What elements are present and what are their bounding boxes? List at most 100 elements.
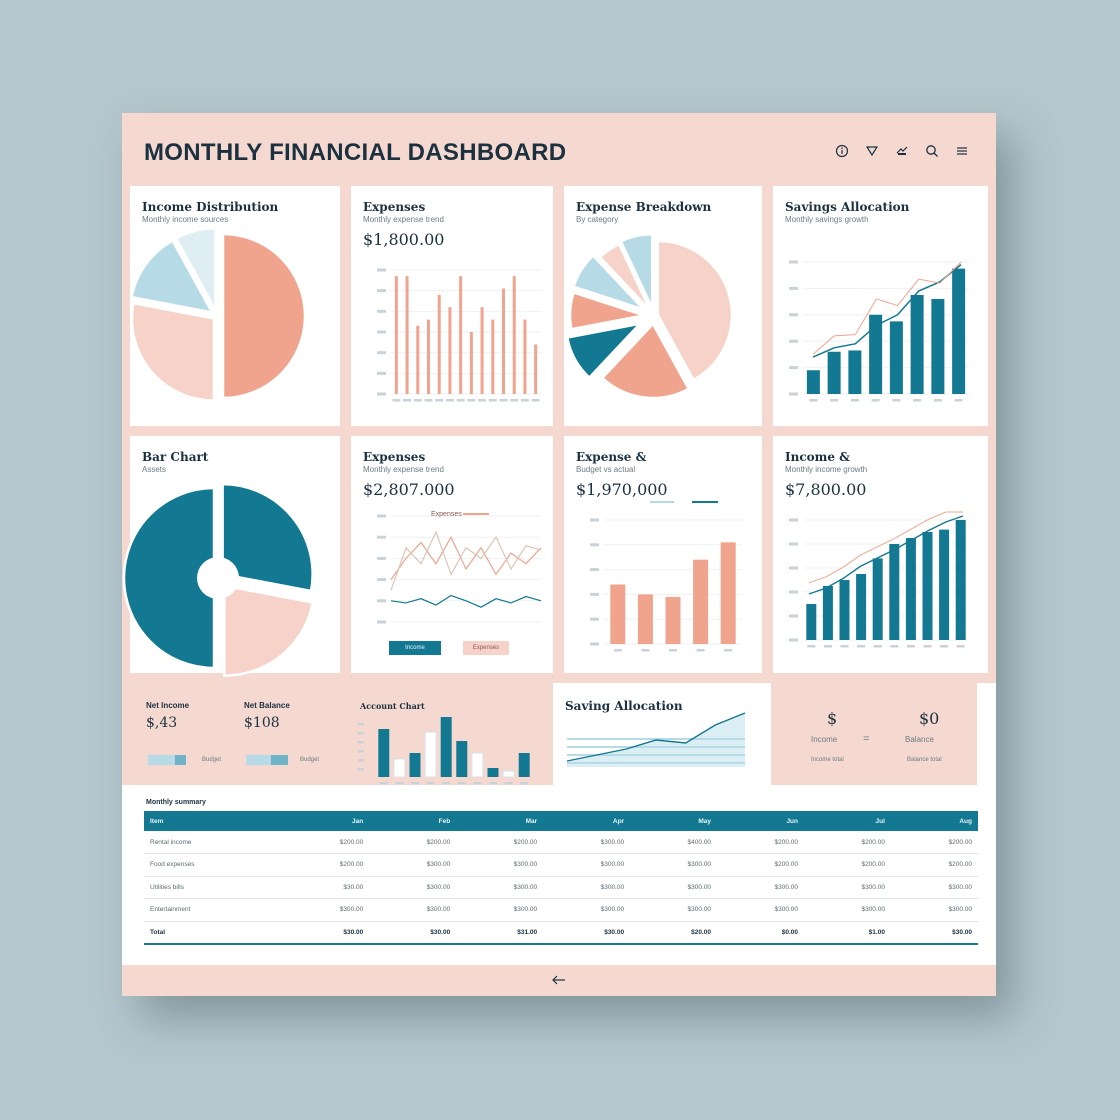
panel-value: $1,800.00 [363,230,445,249]
account-bar-5 [440,717,452,777]
panel-subtitle: Budget vs actual [576,465,636,474]
trend-axis-tick-label [377,578,386,582]
table-cell: Entertainment [144,898,283,922]
expenses-axis-tick-label [377,309,386,313]
expenses-x-tick-9 [478,399,487,402]
back-arrow-icon[interactable] [551,972,567,990]
table-cell: $20.00 [630,921,718,945]
savings-bar-4 [869,314,883,394]
panel-value: $7,800.00 [785,480,867,499]
income-axis-tick-label [789,518,798,522]
menu-icon[interactable] [954,143,970,159]
income-bar-3 [839,580,850,640]
kpi-net-income-value: $,43 [146,715,178,731]
table-row[interactable]: Rental income $200.00 $200.00 $200.00 $300.0… [144,831,978,854]
account-bar-4 [424,731,437,778]
budget-bar-3 [665,596,681,644]
table-cell: $200.00 [890,853,978,877]
expenses-x-tick-4 [424,399,433,402]
search-icon[interactable] [924,143,940,159]
table-cell: $300.00 [717,898,804,922]
table-total-row[interactable]: Total $30.00 $30.00 $31.00 $30.00 $20.00 $0.00… [144,921,978,945]
expenses-axis-tick-label [377,392,386,396]
income-pie-slice-3 [130,238,215,315]
column-header[interactable]: Item [144,811,283,831]
expense-budget-bar-chart [590,501,742,652]
column-header[interactable]: Jul [804,811,891,831]
table-cell: $1.00 [804,921,891,945]
account-x-tick-2 [395,782,404,785]
kpi-strip: Saving Allocation $ $0 Income = Balance … [122,683,996,785]
table-cell: $300.00 [890,898,978,922]
income-bar-5 [872,558,883,640]
expenses-x-tick-2 [403,399,412,402]
income-pie-slice-2 [130,301,216,402]
income-x-tick-4 [857,645,866,648]
column-header[interactable]: Mar [456,811,544,831]
budget-axis-tick-label [590,568,599,572]
filter-icon[interactable] [864,143,880,159]
info-icon[interactable] [834,143,850,159]
account-x-tick-6 [457,782,466,785]
savings-axis-tick-label [789,392,798,396]
table-row[interactable]: Entertainment $300.00 $300.00 $300.00 $300.0… [144,898,978,922]
panel-title: Savings Allocation [785,200,910,214]
expenses-axis-tick-label [377,289,386,293]
table-row[interactable]: Utilities bills $30.00 $300.00 $300.00 $300.… [144,876,978,899]
expenses-bar-11 [502,288,505,394]
column-header[interactable]: Aug [890,811,978,831]
column-header[interactable]: Jan [282,811,370,831]
saving-line [566,712,746,762]
income-x-tick-6 [890,645,899,648]
expenses-bar-12 [512,276,516,394]
table-cell: $0.00 [717,921,804,945]
trend-axis-tick-label [377,514,386,518]
table-cell: $200.00 [369,831,457,854]
summary-left-sub: Income total [811,757,844,763]
column-header[interactable]: Feb [369,811,457,831]
kpi-net-balance-bar [246,755,288,765]
table-row[interactable]: Food expenses $200.00 $300.00 $300.00 $300.0… [144,853,978,877]
savings-secondary-line [812,261,962,355]
dashboard-board: MONTHLY FINANCIAL DASHBOARD Income Distr… [122,113,996,996]
expenses-trend-panel: Expenses Monthly expense trend $2,807.00… [351,436,553,673]
income-bar-6 [889,544,900,640]
income-secondary-line [808,511,963,584]
summary-table-section: Monthly summary Item Jan Feb Mar Apr May Jun Ju… [122,785,996,965]
account-x-tick-5 [442,782,451,785]
budget-axis-tick-label [590,617,599,621]
savings-trend-line [812,264,962,358]
savings-axis-tick-label [789,339,798,343]
breakdown-pie-slice-6 [598,242,652,312]
summary-panel: $ $0 Income = Balance Income total Balan… [771,683,977,785]
savings-x-tick-7 [933,399,942,402]
assets-donut-slice-2 [223,584,315,677]
expenses-bar-14 [534,344,538,394]
expenses-axis-tick-label [377,330,386,334]
share-icon[interactable] [894,143,910,159]
account-x-tick-10 [520,782,529,785]
budget-axis-tick-label [590,518,599,522]
income-chip[interactable]: Income [389,641,441,655]
table-cell: $300.00 [369,853,457,877]
income-bar-4 [856,574,867,640]
column-header[interactable]: Apr [543,811,631,831]
column-header[interactable]: Jun [717,811,804,831]
kpi-net-balance-sub: Budget [300,757,320,763]
account-x-tick-9 [504,782,513,785]
expenses-x-tick-8 [467,399,476,402]
table-cell: $300.00 [890,876,978,899]
income-x-tick-5 [873,645,882,648]
savings-allocation-panel: Savings Allocation Monthly savings growt… [773,186,988,426]
kpi-net-balance-value: $108 [244,715,280,731]
panel-subtitle: Monthly expense trend [363,215,444,224]
income-pie-slice-4 [174,226,217,311]
expenses-chip[interactable]: Expenses [463,641,509,655]
column-header[interactable]: May [630,811,718,831]
panel-title: Expense & [576,450,647,464]
breakdown-pie-slice-2 [600,321,691,400]
summary-left-label: Income [811,735,838,744]
trend-axis-tick-label [377,535,386,539]
panel-subtitle: Monthly income growth [785,465,868,474]
income-pie-chart [130,226,307,402]
